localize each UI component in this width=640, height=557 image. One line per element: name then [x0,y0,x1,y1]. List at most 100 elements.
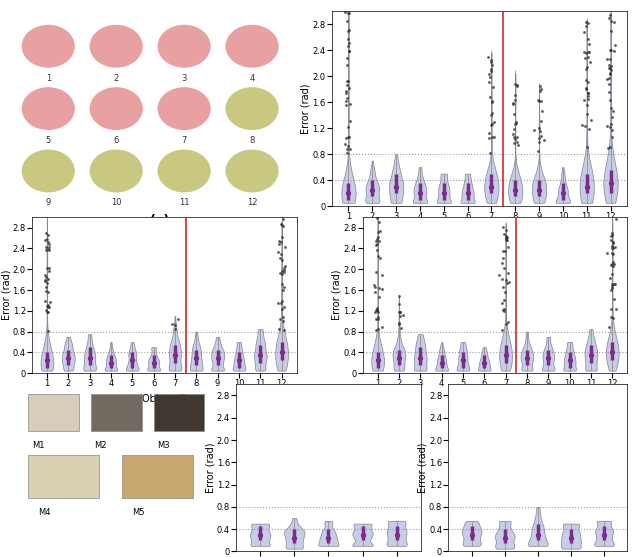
Point [536,116,547,125]
Point [610,280,620,289]
Point [277,266,287,275]
Point [170,350,180,359]
Point [40,272,51,281]
Point [373,308,383,317]
Point [394,308,404,317]
Point [467,530,477,539]
Point [605,273,615,282]
Point [342,76,353,85]
Point [479,358,490,367]
Point [372,213,383,222]
Y-axis label: Error (rad): Error (rad) [301,84,311,134]
Point [277,280,287,289]
Point [605,54,616,63]
Point [276,250,286,259]
Ellipse shape [225,25,278,68]
Point [374,218,384,227]
Point [63,353,74,362]
Point [486,120,496,129]
Point [610,41,620,50]
Point [369,281,380,290]
Point [148,358,159,367]
Point [582,182,592,191]
Point [273,237,284,246]
Point [280,262,290,271]
Point [43,238,53,247]
Point [44,245,54,254]
Point [579,47,589,56]
Point [395,307,405,316]
Point [499,296,509,305]
Point [599,530,609,539]
Point [605,179,616,188]
Point [255,350,266,359]
Point [605,104,616,113]
Point [500,533,510,542]
Point [607,249,617,258]
Point [501,236,511,245]
FancyBboxPatch shape [122,455,193,498]
Point [606,236,616,245]
Point [581,75,591,84]
Point [394,318,404,327]
Point [503,242,513,251]
Point [497,258,508,267]
Text: (b): (b) [469,249,490,262]
Point [605,69,616,78]
Point [374,292,384,301]
Point [509,95,520,104]
Point [499,229,509,238]
Point [511,133,522,141]
Ellipse shape [22,87,75,130]
Point [529,125,539,134]
Point [371,305,381,314]
Point [604,323,614,331]
Y-axis label: Error (rad): Error (rad) [205,443,215,493]
Point [607,258,618,267]
Point [603,144,613,153]
FancyBboxPatch shape [91,394,142,431]
Y-axis label: Error (rad): Error (rad) [332,270,342,320]
Point [343,123,353,131]
Point [372,356,383,365]
Point [497,305,508,314]
Point [44,307,54,316]
Point [580,53,590,62]
Point [40,296,50,305]
Point [394,307,404,316]
Point [509,110,519,119]
Point [499,264,509,273]
Point [275,220,285,229]
Point [340,88,351,97]
Point [509,139,519,148]
Ellipse shape [90,149,143,192]
Point [501,233,511,242]
Point [582,19,593,28]
Point [276,348,287,357]
Point [42,245,52,254]
Point [608,250,618,259]
Point [342,53,352,62]
Point [586,115,596,124]
Point [42,301,52,310]
Text: M4: M4 [38,508,51,517]
Point [357,530,367,539]
Point [374,237,384,246]
Point [497,298,508,307]
Point [486,96,497,105]
Ellipse shape [22,149,75,192]
Point [606,261,616,270]
Point [371,282,381,291]
Point [486,110,497,119]
Point [44,263,54,272]
Point [607,228,618,237]
Point [580,84,591,92]
Point [509,133,519,142]
Point [394,353,404,362]
Point [580,122,590,131]
Point [280,243,291,252]
Point [344,133,354,141]
Point [276,232,287,241]
Point [484,148,495,157]
Point [509,120,520,129]
